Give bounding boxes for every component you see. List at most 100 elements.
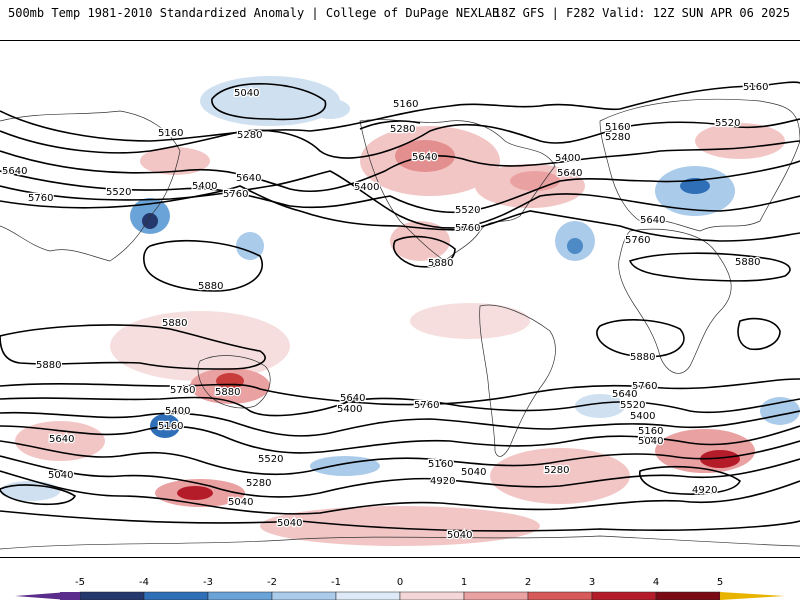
contour-label-z5400-spac-a: 5400 (165, 406, 190, 417)
colorbar-segment (527, 591, 593, 600)
contour-5760-north (0, 185, 800, 242)
contour-label-z5880-sio: 5880 (36, 360, 61, 371)
contour-5280-north (0, 118, 800, 159)
contour-label-z5760-west: 5760 (28, 193, 53, 204)
colorbar-tick-label: -4 (139, 577, 149, 588)
contour-4920-spac (0, 484, 77, 506)
contour-5400-north (0, 140, 800, 193)
warm-anomaly-asia (140, 147, 210, 175)
colorbar-segment (207, 591, 273, 600)
warm-anomaly-spac-a (15, 421, 105, 461)
contour-label-z5160-asia: 5160 (158, 128, 183, 139)
contour-5160-npac-b (359, 120, 421, 130)
contour-label-z5160-spac-a: 5160 (158, 421, 183, 432)
cold-anomaly-spac-a (150, 414, 180, 438)
contour-label-z5520-satl: 5520 (620, 400, 645, 411)
colorbar-segment (399, 591, 465, 600)
contour-5400-south (0, 425, 800, 454)
contour-5880-africa (628, 252, 791, 282)
contour-label-z5280-satl: 5280 (544, 465, 569, 476)
contour-label-z5640-canada: 5640 (412, 152, 437, 163)
cold-anomaly-europe-core (680, 178, 710, 194)
coast-eurasia (599, 98, 800, 232)
contour-label-z5760-africa: 5760 (625, 235, 650, 246)
contour-label-z5280-atl: 5280 (605, 132, 630, 143)
contour-label-z5880-mexico: 5880 (428, 258, 453, 269)
contour-label-z5040-spac-a: 5040 (228, 497, 253, 508)
contour-label-z5640-satl: 5640 (612, 389, 637, 400)
colorbar-tick-label: 0 (397, 577, 403, 588)
colorbar-segment (591, 591, 657, 600)
contour-label-z5400-satl: 5400 (630, 411, 655, 422)
colorbar-segment (60, 592, 80, 600)
contour-label-z5400-asia: 5400 (192, 181, 217, 192)
warm-anomaly-spac-core (177, 486, 213, 500)
map-panel: 5040 5160 5280 5640 5400 5520 5760 5880 5400 5640… (0, 40, 800, 558)
cold-anomaly-spac-c (310, 456, 380, 476)
contour-label-z5520-usa: 5520 (455, 205, 480, 216)
contour-label-z5640-atl: 5640 (557, 168, 582, 179)
colorbar-min-arrow (15, 592, 68, 600)
contour-5160-north-a (0, 81, 800, 142)
contour-label-z5520-asia: 5520 (106, 187, 131, 198)
cold-anomaly-asia-core (142, 213, 158, 229)
contour-label-z5760-spac: 5760 (414, 400, 439, 411)
contour-label-z5040-npac: 5040 (234, 88, 259, 99)
contour-label-z5760-satl: 5760 (632, 381, 657, 392)
contour-label-z5880-sindian: 5880 (162, 318, 187, 329)
cold-anomaly-atl-core (567, 238, 583, 254)
colorbar-tick-label: 1 (461, 577, 467, 588)
coast-antarctica (0, 535, 800, 550)
contour-5040-south (0, 470, 800, 515)
colorbar-tick-label: 2 (525, 577, 531, 588)
contour-label-z5880-satl: 5880 (630, 352, 655, 363)
warm-anomaly-tropics-a (110, 311, 290, 381)
colorbar-segments (15, 591, 785, 600)
coast-australia (197, 355, 271, 409)
contour-label-z5400-usa: 5400 (555, 153, 580, 164)
contour-5160-south (0, 455, 800, 498)
contour-label-z4920-spac: 4920 (430, 476, 455, 487)
warm-anomaly-us-east-core (510, 171, 560, 191)
contour-label-z5640-spac: 5640 (49, 434, 74, 445)
contour-5280-south (0, 440, 800, 476)
contour-5640-south (0, 396, 800, 417)
contour-label-z5160-alaska: 5160 (393, 99, 418, 110)
contour-label-z5760-asia: 5760 (223, 189, 248, 200)
contour-label-z5040-spac-b: 5040 (461, 467, 486, 478)
colorbar-segment (463, 591, 529, 600)
contour-5880-satl (596, 319, 685, 358)
warm-anomaly-mexico (390, 221, 450, 261)
contour-label-z4920-satl: 4920 (692, 485, 717, 496)
cold-anomaly-npac (200, 76, 340, 126)
contour-label-z5160-spac-b: 5160 (428, 459, 453, 470)
contour-5880-mexico (393, 235, 456, 268)
colorbar-segment (655, 591, 721, 600)
contour-label-z5760-usa: 5760 (455, 223, 480, 234)
contour-5520-north (0, 160, 800, 214)
colorbar-tick-label: -3 (203, 577, 213, 588)
colorbar: -5 -4 -3 -2 -1 0 1 2 3 4 5 (15, 577, 785, 600)
contour-5760-south (0, 378, 800, 406)
contour-label-z5040-ant-a: 5040 (277, 518, 302, 529)
run-info: 18Z GFS | F282 Valid: 12Z SUN APR 06 202… (493, 6, 790, 20)
contour-label-z5760-austr: 5760 (170, 385, 195, 396)
colorbar-tick-label: -5 (75, 577, 85, 588)
contour-label-z5640-west: 5640 (2, 166, 27, 177)
warm-anomaly-ant (260, 506, 540, 546)
contour-label-z5160-satl: 5160 (638, 426, 663, 437)
contour-5040-ant (0, 510, 800, 532)
contour-label-z5160-scand: 5160 (743, 82, 768, 93)
colorbar-segment (79, 591, 145, 600)
contour-5040-north (211, 83, 327, 121)
contour-5880-sindian (737, 317, 781, 351)
colorbar-tick-label: 5 (717, 577, 723, 588)
contour-label-z5280-alaska: 5280 (390, 124, 415, 135)
colorbar-tick-label: 4 (653, 577, 659, 588)
contour-label-z5640-sio: 5640 (340, 393, 365, 404)
contour-label-z5640-asia: 5640 (236, 173, 261, 184)
chart-title: 500mb Temp 1981-2010 Standardized Anomal… (8, 6, 500, 20)
contour-label-z5280-spac: 5280 (246, 478, 271, 489)
colorbar-segment (335, 591, 401, 600)
contour-label-z5880-wpac: 5880 (198, 281, 223, 292)
